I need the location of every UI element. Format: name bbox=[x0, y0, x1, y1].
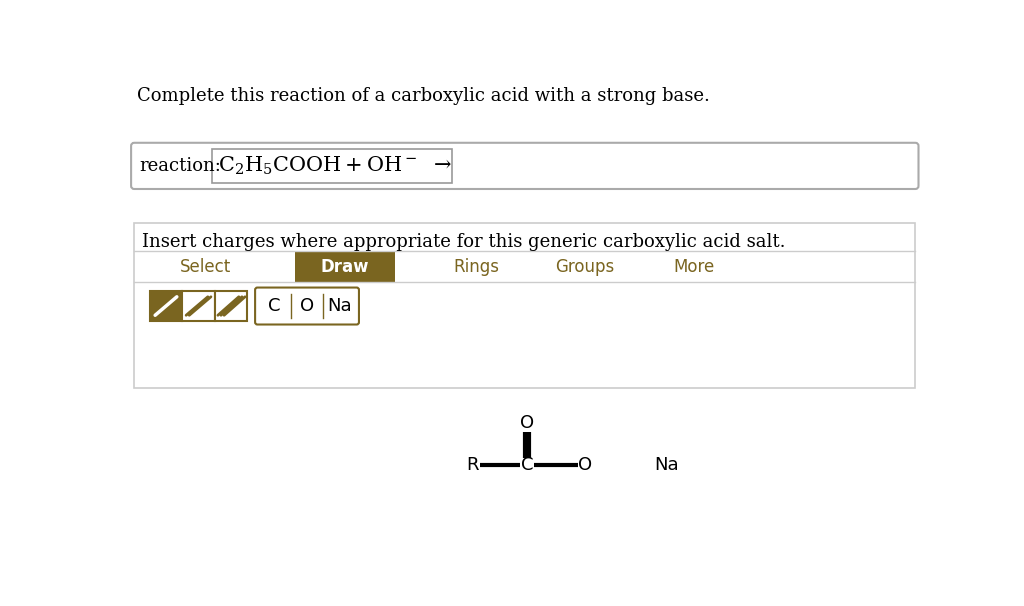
Text: C: C bbox=[521, 456, 534, 474]
Bar bbox=[182, 291, 215, 321]
FancyBboxPatch shape bbox=[255, 288, 359, 324]
Text: Select: Select bbox=[180, 258, 231, 276]
Text: O: O bbox=[300, 297, 314, 315]
Bar bbox=[215, 291, 248, 321]
Text: reaction:: reaction: bbox=[139, 157, 221, 175]
Text: Na: Na bbox=[654, 456, 679, 474]
Text: Complete this reaction of a carboxylic acid with a strong base.: Complete this reaction of a carboxylic a… bbox=[137, 87, 711, 105]
Text: Draw: Draw bbox=[321, 258, 370, 276]
Text: Rings: Rings bbox=[454, 258, 500, 276]
Text: R: R bbox=[467, 456, 479, 474]
Text: O: O bbox=[579, 456, 592, 474]
Bar bbox=[295, 251, 395, 282]
Text: $\mathdefault{C_2H_5COOH + OH^-}$  →: $\mathdefault{C_2H_5COOH + OH^-}$ → bbox=[218, 155, 453, 177]
Text: Insert charges where appropriate for this generic carboxylic acid salt.: Insert charges where appropriate for thi… bbox=[142, 233, 785, 251]
Text: More: More bbox=[673, 258, 715, 276]
Text: C: C bbox=[268, 297, 281, 315]
Bar bbox=[134, 223, 915, 388]
Text: Na: Na bbox=[328, 297, 352, 315]
Text: O: O bbox=[520, 414, 535, 432]
Bar bbox=[212, 149, 452, 183]
Text: Groups: Groups bbox=[556, 258, 614, 276]
FancyBboxPatch shape bbox=[131, 143, 919, 189]
Bar bbox=[150, 291, 182, 321]
